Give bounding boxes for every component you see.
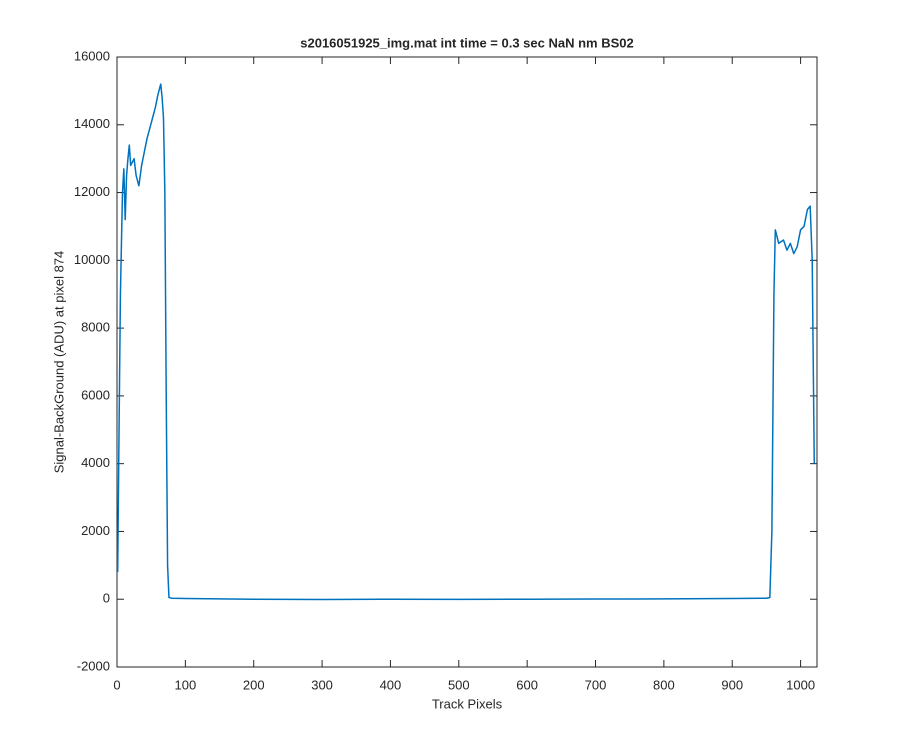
x-tick-label: 100 bbox=[175, 677, 197, 692]
y-tick-label: 12000 bbox=[74, 184, 110, 199]
x-tick-label: 900 bbox=[721, 677, 743, 692]
x-tick-label: 600 bbox=[516, 677, 538, 692]
plot-area bbox=[116, 56, 818, 668]
x-axis-label: Track Pixels bbox=[432, 696, 503, 711]
x-tick-label: 300 bbox=[311, 677, 333, 692]
x-tick-label: 200 bbox=[243, 677, 265, 692]
chart-title: s2016051925_img.mat int time = 0.3 sec N… bbox=[300, 35, 634, 50]
y-tick-label: 16000 bbox=[74, 48, 110, 63]
y-tick-label: 8000 bbox=[81, 320, 110, 335]
y-tick-label: 10000 bbox=[74, 252, 110, 267]
y-tick-label: -2000 bbox=[77, 658, 110, 673]
y-tick-label: 0 bbox=[103, 591, 110, 606]
y-tick-label: 4000 bbox=[81, 455, 110, 470]
x-tick-label: 700 bbox=[585, 677, 607, 692]
y-tick-label: 6000 bbox=[81, 387, 110, 402]
y-axis-label: Signal-BackGround (ADU) at pixel 874 bbox=[51, 251, 66, 474]
x-tick-label: 500 bbox=[448, 677, 470, 692]
y-tick-label: 2000 bbox=[81, 523, 110, 538]
x-tick-label: 0 bbox=[113, 677, 120, 692]
x-tick-label: 400 bbox=[380, 677, 402, 692]
x-tick-label: 800 bbox=[653, 677, 675, 692]
y-tick-label: 14000 bbox=[74, 116, 110, 131]
x-tick-label: 1000 bbox=[786, 677, 815, 692]
data-line bbox=[116, 83, 816, 601]
